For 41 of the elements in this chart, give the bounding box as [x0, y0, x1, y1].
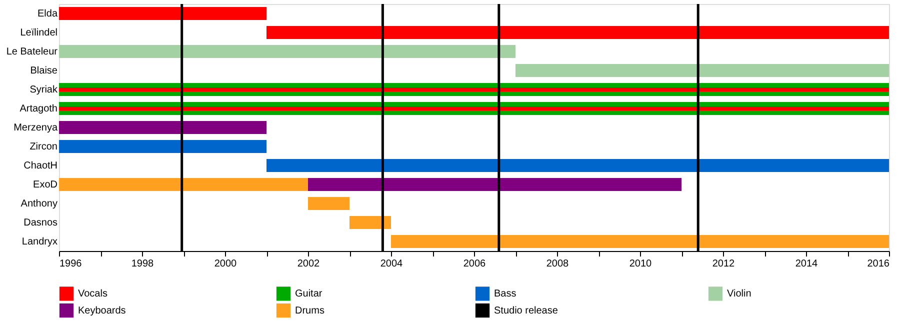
bar [59, 121, 266, 134]
x-tick-label: 1998 [131, 258, 154, 270]
legend-label: Vocals [78, 288, 108, 300]
y-tick-label: Anthony [20, 198, 58, 210]
x-tick-label: 2000 [214, 258, 238, 270]
x-tick-label: 2012 [712, 258, 736, 270]
y-tick-label: Merzenya [14, 122, 58, 134]
bar [308, 197, 350, 210]
y-tick-label: Landryx [22, 236, 58, 248]
y-tick-label: ExoD [33, 180, 58, 190]
bar [59, 45, 516, 58]
bar [308, 178, 682, 191]
x-tick-label: 2016 [867, 258, 890, 270]
x-tick-label: 2006 [463, 258, 486, 270]
legend-label: Keyboards [78, 306, 126, 316]
y-tick-label: Leïlindel [20, 28, 58, 38]
y-tick-label: Elda [37, 8, 58, 20]
y-tick-label: Zircon [30, 142, 58, 152]
x-tick-label: 2014 [795, 258, 818, 270]
y-tick-label: ChaotH [24, 160, 58, 172]
x-tick-label: 2004 [380, 258, 404, 270]
bar [516, 64, 889, 77]
legend-label: Studio release [494, 306, 558, 316]
legend-label: Violin [727, 288, 752, 300]
y-tick-label: Syriak [30, 84, 58, 96]
legend-label: Drums [295, 306, 324, 316]
y-tick-label: Dasnos [24, 218, 58, 228]
bar [266, 159, 889, 172]
bar [59, 140, 266, 153]
x-tick-label: 2010 [629, 258, 652, 270]
y-tick-label: Artagoth [20, 104, 58, 114]
legend-label: Guitar [295, 288, 323, 300]
x-tick-label: 2002 [297, 258, 320, 270]
bar [59, 178, 308, 191]
x-tick-label: 2008 [546, 258, 570, 270]
bar [350, 216, 391, 229]
y-tick-label: Le Bateleur [6, 46, 58, 58]
x-tick-label: 1996 [60, 258, 82, 270]
bar [391, 235, 889, 248]
legend-label: Bass [494, 288, 516, 300]
y-tick-label: Blaise [30, 66, 58, 76]
